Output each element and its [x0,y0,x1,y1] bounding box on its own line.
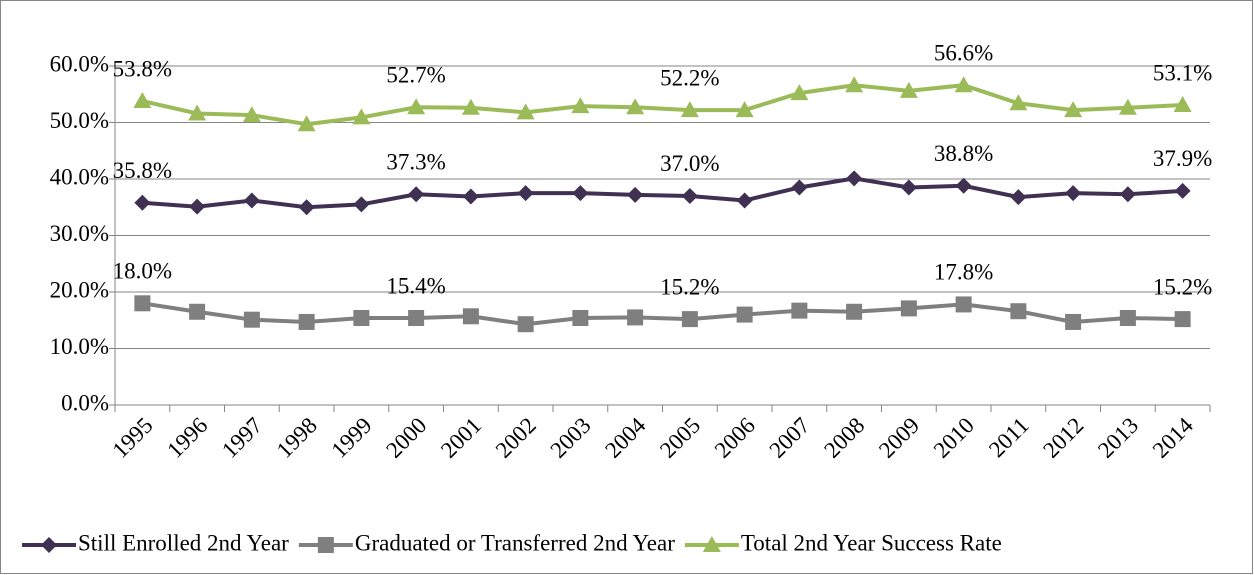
data-point [134,295,151,312]
data-point [1119,309,1136,326]
y-tick-label: 60.0% [50,51,109,76]
data-point [353,309,370,326]
legend-label: Graduated or Transferred 2nd Year [355,530,675,555]
data-point [133,92,152,109]
data-point [790,84,809,101]
data-point [134,194,151,211]
series-line [142,301,1183,327]
data-point [845,76,864,93]
data-point [516,103,535,120]
data-point [297,115,316,132]
data-point [572,309,589,326]
data-point [626,98,645,115]
data-point [735,101,754,118]
legend-marker [317,537,334,553]
data-label: 53.1% [1153,60,1212,85]
data-point [1010,189,1027,206]
legend-label: Total 2nd Year Success Rate [741,530,1002,555]
data-point [955,177,972,194]
y-tick-label: 40.0% [50,164,109,189]
data-label: 37.9% [1153,146,1212,171]
data-point [1010,303,1027,320]
data-point [1064,101,1083,118]
data-point [407,98,426,115]
data-point [1174,311,1191,328]
data-point [900,300,917,317]
data-point [627,309,644,326]
data-label: 56.6% [934,40,993,65]
data-label: 18.0% [113,259,172,284]
data-point [408,186,425,203]
data-point [1118,98,1137,115]
data-point [627,186,644,203]
data-point [1119,186,1136,203]
data-label: 38.8% [934,141,993,166]
data-label: 53.8% [113,56,172,81]
data-point [791,179,808,196]
y-tick-label: 20.0% [50,277,109,302]
data-point [680,101,699,118]
data-label: 15.2% [660,274,719,299]
data-point [408,309,425,326]
data-point [1174,182,1191,199]
data-point [681,187,698,204]
data-label: 52.7% [386,63,445,88]
data-point [517,316,534,333]
data-point [791,302,808,319]
data-point [517,185,534,202]
data-point [954,76,973,93]
y-tick-label: 50.0% [50,108,109,133]
data-point [681,311,698,328]
data-label: 52.2% [660,65,719,90]
data-point [1009,94,1028,111]
data-point [736,192,753,209]
data-label: 37.3% [386,150,445,175]
y-tick-label: 0.0% [61,390,109,415]
data-point [298,199,315,216]
y-tick-label: 30.0% [50,221,109,246]
data-point [572,185,589,202]
data-point [189,198,206,215]
data-point [1065,185,1082,202]
data-point [846,170,863,187]
series-line [142,176,1183,210]
series-line [141,83,1183,127]
data-point [243,192,260,209]
data-point [900,179,917,196]
legend-label: Still Enrolled 2nd Year [78,530,289,555]
data-point [353,196,370,213]
data-point [243,311,260,328]
data-label: 17.8% [934,260,993,285]
legend-marker [702,536,721,552]
data-point [462,188,479,205]
data-label: 15.2% [1153,274,1212,299]
data-label: 35.8% [113,158,172,183]
data-point [188,104,207,121]
data-point [352,108,371,125]
data-point [461,98,480,115]
data-label: 15.4% [386,273,445,298]
data-point [462,308,479,325]
data-point [1065,313,1082,330]
data-point [298,313,315,330]
data-label: 37.0% [660,151,719,176]
legend-marker [41,537,57,553]
data-point [571,97,590,114]
data-point [242,106,261,123]
data-point [955,296,972,313]
data-point [189,303,206,320]
data-point [1173,95,1192,112]
data-point [736,306,753,323]
data-point [846,303,863,320]
y-tick-label: 10.0% [50,334,109,359]
data-point [899,81,918,98]
